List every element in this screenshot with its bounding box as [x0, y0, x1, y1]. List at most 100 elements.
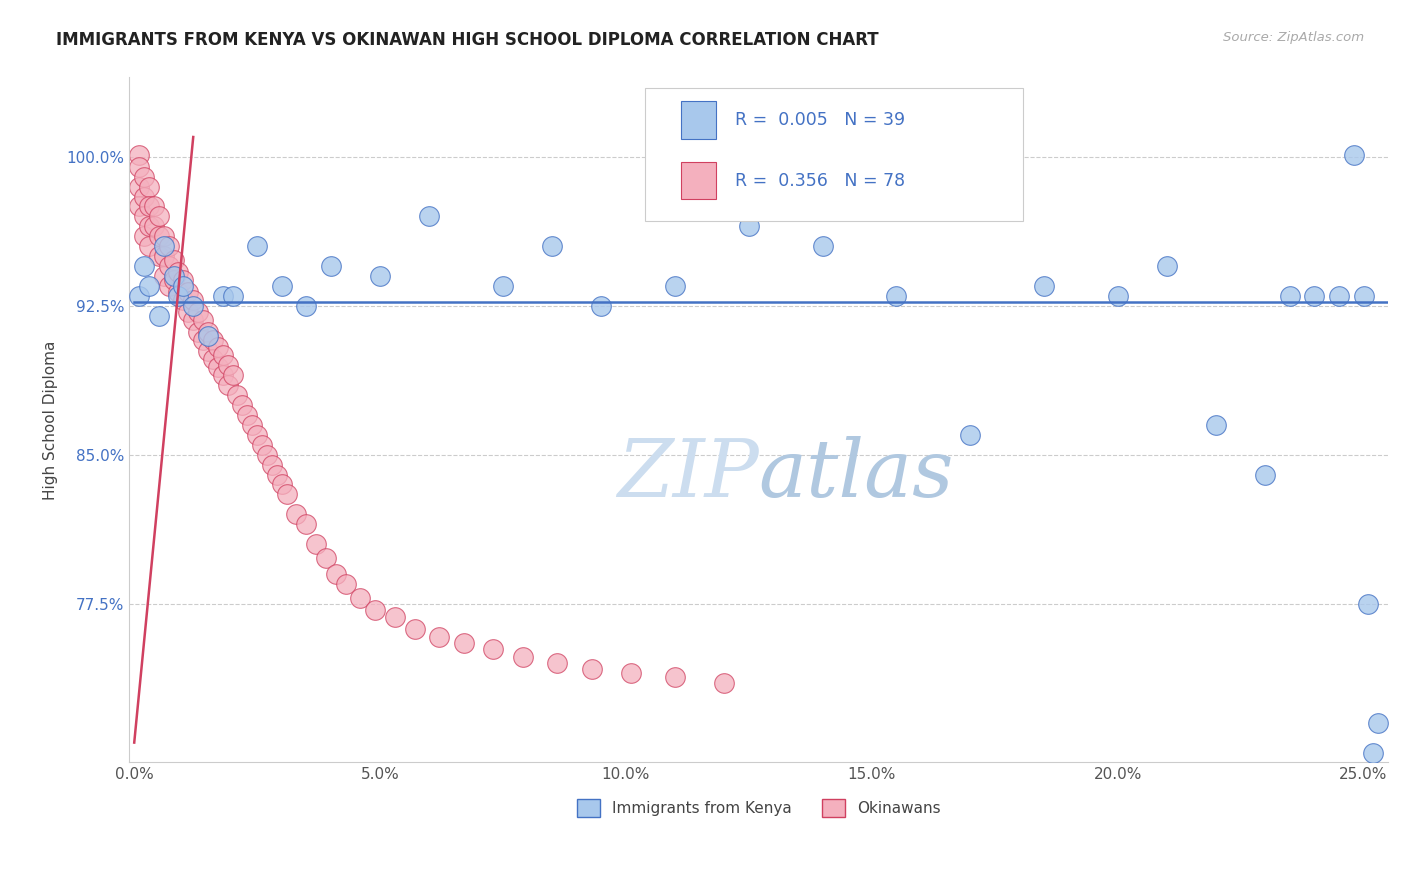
Point — [305, 537, 328, 551]
Point — [201, 333, 224, 347]
Point — [187, 325, 209, 339]
Point — [217, 378, 239, 392]
Point — [1343, 148, 1365, 162]
Point — [181, 293, 204, 307]
Point — [541, 239, 564, 253]
Point — [148, 309, 170, 323]
Point — [181, 312, 204, 326]
Point — [276, 487, 298, 501]
Point — [1205, 417, 1227, 432]
Point — [162, 268, 184, 283]
Point — [152, 239, 174, 253]
Point — [270, 477, 292, 491]
Point — [546, 656, 568, 670]
Point — [211, 348, 233, 362]
Legend: Immigrants from Kenya, Okinawans: Immigrants from Kenya, Okinawans — [571, 792, 946, 823]
Point — [404, 623, 426, 637]
Point — [138, 179, 160, 194]
Point — [157, 239, 180, 253]
Point — [236, 408, 259, 422]
Point — [132, 210, 155, 224]
Point — [1303, 289, 1326, 303]
Point — [368, 268, 391, 283]
Point — [167, 285, 190, 299]
Point — [427, 631, 450, 645]
Point — [132, 229, 155, 244]
Point — [132, 169, 155, 184]
Y-axis label: High School Diploma: High School Diploma — [44, 340, 58, 500]
Point — [591, 299, 613, 313]
Text: R =  0.356   N = 78: R = 0.356 N = 78 — [735, 171, 905, 189]
Point — [138, 199, 160, 213]
Point — [128, 160, 150, 174]
Point — [142, 199, 165, 213]
FancyBboxPatch shape — [681, 102, 716, 139]
Point — [384, 610, 406, 624]
Point — [162, 253, 184, 268]
Point — [1107, 289, 1129, 303]
Point — [418, 210, 440, 224]
Point — [266, 467, 288, 482]
Point — [152, 229, 174, 244]
Point — [172, 293, 194, 307]
Point — [128, 289, 150, 303]
Point — [713, 676, 735, 690]
Point — [1254, 467, 1277, 482]
Point — [152, 249, 174, 263]
Point — [207, 360, 229, 375]
Point — [581, 662, 603, 676]
Text: Source: ZipAtlas.com: Source: ZipAtlas.com — [1223, 31, 1364, 45]
Point — [172, 279, 194, 293]
Point — [811, 239, 834, 253]
Point — [207, 341, 229, 355]
Point — [482, 642, 505, 657]
Point — [138, 279, 160, 293]
Point — [157, 259, 180, 273]
Point — [1362, 746, 1385, 760]
Point — [260, 458, 283, 472]
FancyBboxPatch shape — [645, 87, 1024, 221]
Point — [315, 550, 337, 565]
Point — [285, 508, 308, 522]
Point — [148, 229, 170, 244]
Text: atlas: atlas — [759, 436, 955, 514]
Text: ZIP: ZIP — [617, 436, 759, 514]
Point — [246, 427, 269, 442]
Point — [664, 279, 686, 293]
Point — [246, 239, 269, 253]
Point — [157, 279, 180, 293]
Point — [191, 333, 214, 347]
Point — [512, 650, 534, 665]
Point — [148, 210, 170, 224]
Point — [364, 602, 387, 616]
Point — [1353, 289, 1375, 303]
Point — [231, 398, 253, 412]
Point — [886, 289, 908, 303]
FancyBboxPatch shape — [681, 161, 716, 200]
Point — [335, 576, 357, 591]
Point — [167, 289, 190, 303]
Point — [128, 199, 150, 213]
Point — [226, 388, 249, 402]
Point — [240, 417, 263, 432]
Point — [325, 566, 347, 581]
Text: R =  0.005   N = 39: R = 0.005 N = 39 — [735, 112, 905, 129]
Text: IMMIGRANTS FROM KENYA VS OKINAWAN HIGH SCHOOL DIPLOMA CORRELATION CHART: IMMIGRANTS FROM KENYA VS OKINAWAN HIGH S… — [56, 31, 879, 49]
Point — [453, 636, 475, 650]
Point — [1156, 259, 1178, 273]
Point — [492, 279, 515, 293]
Point — [138, 219, 160, 234]
Point — [167, 265, 190, 279]
Point — [132, 259, 155, 273]
Point — [191, 312, 214, 326]
Point — [738, 219, 761, 234]
Point — [211, 289, 233, 303]
Point — [217, 359, 239, 373]
Point — [250, 438, 273, 452]
Point — [181, 299, 204, 313]
Point — [1032, 279, 1054, 293]
Point — [187, 304, 209, 318]
Point — [295, 299, 318, 313]
Point — [1327, 289, 1350, 303]
Point — [211, 368, 233, 383]
